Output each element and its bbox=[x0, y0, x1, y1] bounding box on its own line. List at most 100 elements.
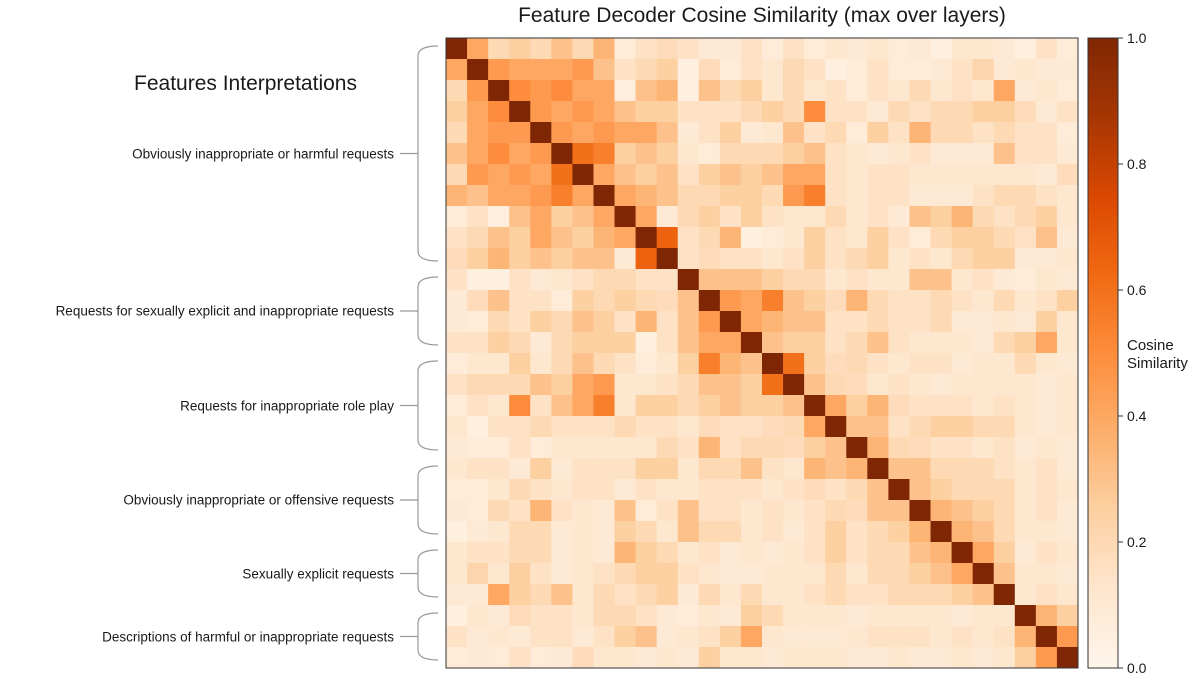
heatmap-cell-10-19 bbox=[846, 248, 868, 270]
heatmap-cell-19-28 bbox=[1035, 437, 1058, 459]
heatmap-cell-29-3 bbox=[509, 647, 531, 669]
heatmap-cell-15-28 bbox=[1035, 353, 1058, 375]
heatmap-cell-7-12 bbox=[698, 185, 721, 207]
heatmap-cell-0-0 bbox=[446, 38, 468, 60]
heatmap-cell-27-19 bbox=[846, 605, 868, 627]
heatmap-cell-5-6 bbox=[572, 143, 594, 165]
heatmap-cell-0-1 bbox=[467, 38, 489, 60]
heatmap-cell-5-9 bbox=[635, 143, 658, 165]
heatmap-cell-23-11 bbox=[677, 521, 700, 543]
heatmap-cell-21-0 bbox=[446, 479, 468, 501]
heatmap-cell-21-21 bbox=[888, 479, 910, 501]
group-brackets bbox=[400, 45, 439, 661]
heatmap-cell-18-25 bbox=[972, 416, 995, 438]
heatmap-cell-22-20 bbox=[867, 500, 889, 522]
heatmap-cell-16-21 bbox=[888, 374, 910, 396]
heatmap-cell-19-26 bbox=[993, 437, 1016, 459]
heatmap-cell-11-18 bbox=[825, 269, 847, 291]
heatmap-cell-9-24 bbox=[951, 227, 974, 249]
heatmap-cell-12-1 bbox=[467, 290, 489, 312]
heatmap-cell-7-27 bbox=[1014, 185, 1037, 207]
heatmap-cell-11-11 bbox=[677, 269, 700, 291]
heatmap-cell-9-18 bbox=[825, 227, 847, 249]
heatmap-cell-28-14 bbox=[740, 626, 763, 648]
heatmap-cell-3-20 bbox=[867, 101, 889, 123]
heatmap-cell-5-3 bbox=[509, 143, 531, 165]
heatmap-cell-0-22 bbox=[909, 38, 931, 60]
heatmap-cell-23-9 bbox=[635, 521, 658, 543]
heatmap-cell-24-14 bbox=[740, 542, 763, 564]
heatmap-cell-12-4 bbox=[530, 290, 552, 312]
heatmap-cell-23-28 bbox=[1035, 521, 1058, 543]
heatmap-cell-6-11 bbox=[677, 164, 700, 186]
heatmap-cell-28-28 bbox=[1035, 626, 1058, 648]
colorbar-ticks: 0.0 0.2 0.4 0.6 0.8 1.0 bbox=[1118, 30, 1147, 676]
heatmap-cell-1-25 bbox=[972, 59, 995, 81]
heatmap-cell-26-6 bbox=[572, 584, 594, 606]
heatmap-cell-15-11 bbox=[677, 353, 700, 375]
heatmap-cell-10-29 bbox=[1056, 248, 1079, 270]
heatmap-cell-26-8 bbox=[614, 584, 636, 606]
heatmap-cell-9-3 bbox=[509, 227, 531, 249]
heatmap-cell-0-7 bbox=[593, 38, 615, 60]
heatmap-cell-26-23 bbox=[930, 584, 952, 606]
heatmap-cell-2-8 bbox=[614, 80, 636, 102]
heatmap-cell-3-8 bbox=[614, 101, 636, 123]
heatmap-cell-24-13 bbox=[719, 542, 742, 564]
heatmap-cell-9-19 bbox=[846, 227, 868, 249]
heatmap-cell-1-22 bbox=[909, 59, 931, 81]
heatmap-cell-23-25 bbox=[972, 521, 995, 543]
heatmap-cell-27-21 bbox=[888, 605, 910, 627]
heatmap-cell-22-29 bbox=[1056, 500, 1079, 522]
heatmap-cell-3-24 bbox=[951, 101, 974, 123]
heatmap-cell-26-20 bbox=[867, 584, 889, 606]
heatmap-cell-14-17 bbox=[804, 332, 826, 354]
heatmap-cell-29-6 bbox=[572, 647, 594, 669]
heatmap-cell-14-21 bbox=[888, 332, 910, 354]
heatmap-cell-19-23 bbox=[930, 437, 952, 459]
heatmap-cell-28-19 bbox=[846, 626, 868, 648]
heatmap-cell-22-2 bbox=[488, 500, 510, 522]
heatmap-cell-21-15 bbox=[762, 479, 784, 501]
heatmap-cell-6-12 bbox=[698, 164, 721, 186]
heatmap-cell-22-28 bbox=[1035, 500, 1058, 522]
heatmap-cell-26-16 bbox=[783, 584, 805, 606]
heatmap-cell-21-11 bbox=[677, 479, 700, 501]
heatmap-cell-14-15 bbox=[762, 332, 784, 354]
heatmap-cell-5-18 bbox=[825, 143, 847, 165]
heatmap-cell-1-18 bbox=[825, 59, 847, 81]
heatmap-cell-6-14 bbox=[740, 164, 763, 186]
heatmap-cell-16-5 bbox=[551, 374, 573, 396]
heatmap-cell-19-20 bbox=[867, 437, 889, 459]
heatmap-cell-8-2 bbox=[488, 206, 510, 228]
heatmap-cell-13-2 bbox=[488, 311, 510, 333]
heatmap-cell-17-14 bbox=[740, 395, 763, 417]
heatmap-cell-17-5 bbox=[551, 395, 573, 417]
heatmap-cell-6-22 bbox=[909, 164, 931, 186]
heatmap-cell-9-5 bbox=[551, 227, 573, 249]
heatmap-cell-1-21 bbox=[888, 59, 910, 81]
heatmap-cell-18-5 bbox=[551, 416, 573, 438]
heatmap-cell-26-10 bbox=[656, 584, 679, 606]
heatmap-cell-6-24 bbox=[951, 164, 974, 186]
heatmap-cell-0-9 bbox=[635, 38, 658, 60]
heatmap-cell-24-1 bbox=[467, 542, 489, 564]
heatmap-cell-26-15 bbox=[762, 584, 784, 606]
heatmap-cell-4-10 bbox=[656, 122, 679, 144]
heatmap-cell-18-24 bbox=[951, 416, 974, 438]
heatmap-cell-7-13 bbox=[719, 185, 742, 207]
heatmap-cell-1-20 bbox=[867, 59, 889, 81]
features-interpretations-title: Features Interpretations bbox=[134, 72, 357, 95]
heatmap-cell-17-11 bbox=[677, 395, 700, 417]
heatmap-cell-21-20 bbox=[867, 479, 889, 501]
heatmap-cell-2-4 bbox=[530, 80, 552, 102]
heatmap-cell-21-2 bbox=[488, 479, 510, 501]
heatmap-cell-5-15 bbox=[762, 143, 784, 165]
colorbar-tick-label-0: 0.0 bbox=[1127, 660, 1147, 676]
heatmap-cell-4-0 bbox=[446, 122, 468, 144]
heatmap-cell-1-2 bbox=[488, 59, 510, 81]
heatmap-cell-12-0 bbox=[446, 290, 468, 312]
heatmap-cell-9-8 bbox=[614, 227, 636, 249]
heatmap-cell-15-23 bbox=[930, 353, 952, 375]
heatmap-cell-21-22 bbox=[909, 479, 931, 501]
